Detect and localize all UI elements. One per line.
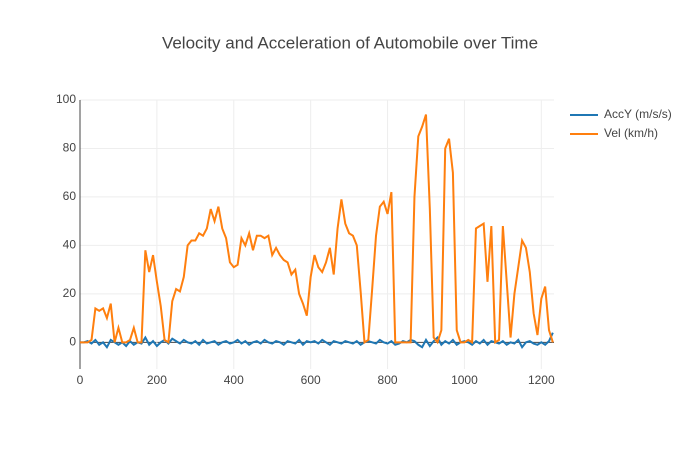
x-tick-label: 800 xyxy=(378,373,398,387)
y-tick-label: 100 xyxy=(56,92,76,106)
x-tick-label: 1200 xyxy=(528,373,555,387)
line-series xyxy=(80,114,554,345)
x-tick-label: 1000 xyxy=(451,373,478,387)
y-tick-label: 60 xyxy=(63,189,77,203)
line-series xyxy=(80,332,554,350)
x-tick-label: 0 xyxy=(77,373,84,387)
y-tick-label: 20 xyxy=(63,286,77,300)
legend-label: AccY (m/s/s) xyxy=(604,107,672,121)
y-tick-label: 40 xyxy=(63,238,77,252)
x-tick-label: 200 xyxy=(147,373,167,387)
legend-label: Vel (km/h) xyxy=(604,126,658,140)
x-tick-label: 400 xyxy=(224,373,244,387)
chart-title: Velocity and Acceleration of Automobile … xyxy=(162,33,538,52)
y-tick-label: 80 xyxy=(63,141,77,155)
x-tick-label: 600 xyxy=(301,373,321,387)
y-tick-label: 0 xyxy=(69,335,76,349)
